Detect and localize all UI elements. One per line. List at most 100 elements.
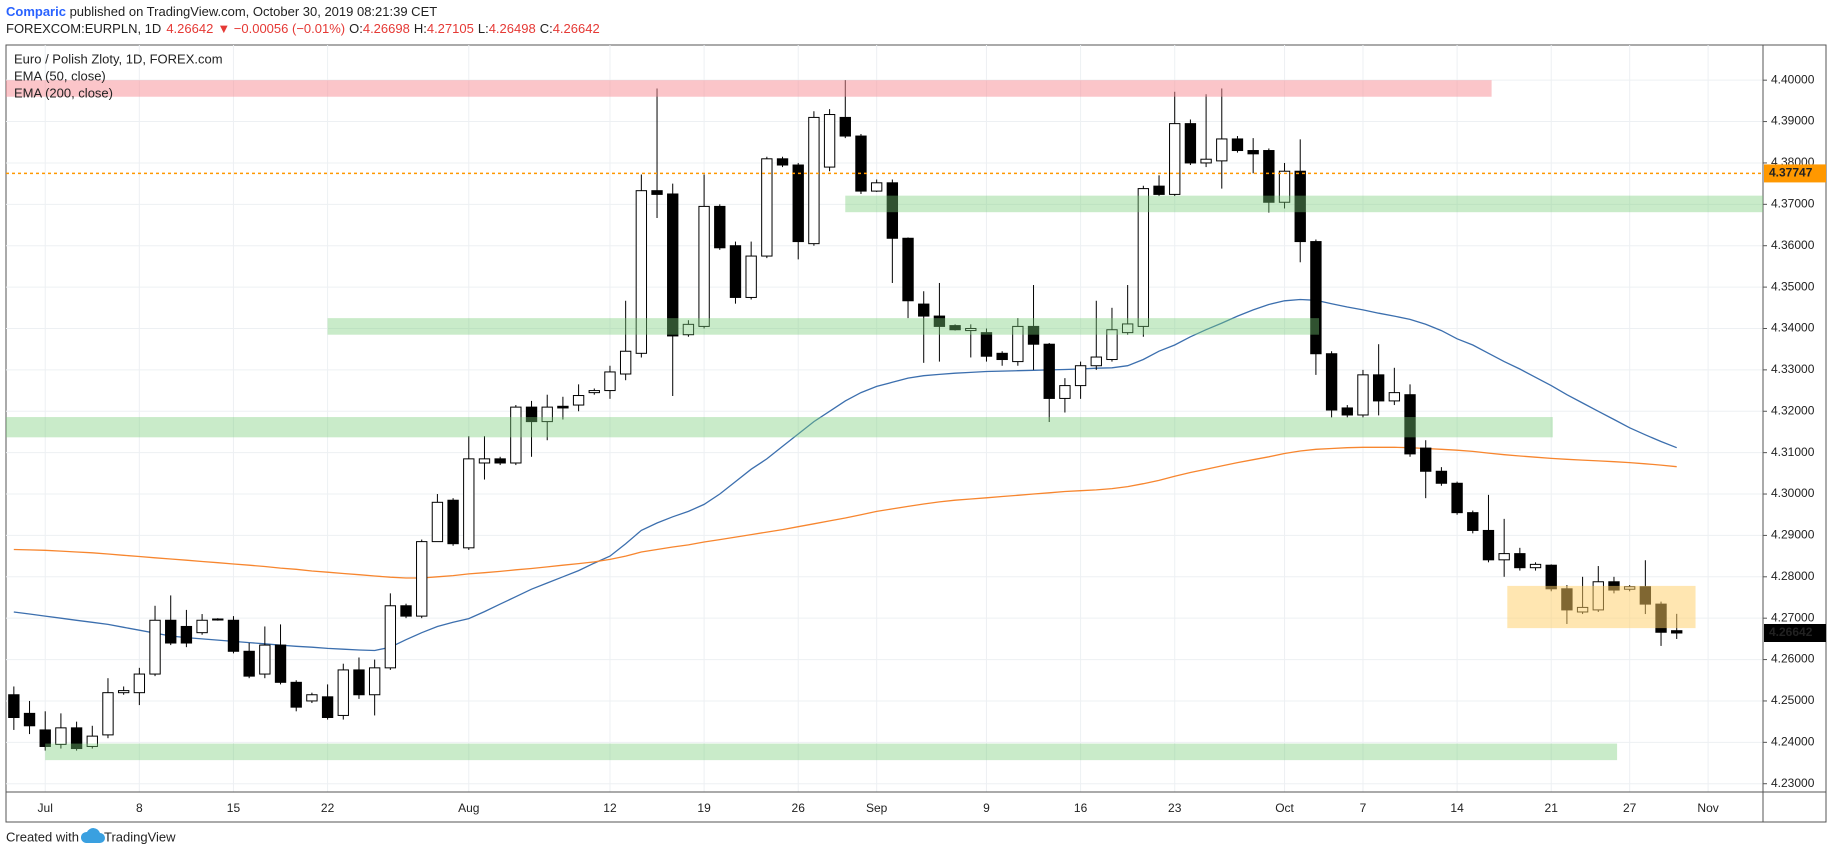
candle-body	[243, 650, 255, 677]
candle-body	[588, 390, 600, 394]
candle-body	[1027, 325, 1040, 345]
candle-body	[902, 237, 914, 302]
candle-body	[714, 205, 726, 249]
ohlc-label: C:	[540, 21, 553, 36]
change: ▼ −0.00056 (−0.01%)	[217, 21, 345, 36]
candle-body	[1498, 553, 1510, 561]
candle-body	[1451, 482, 1463, 514]
candle-body	[1514, 553, 1526, 569]
candle-body	[1357, 374, 1369, 416]
candle-body	[745, 255, 757, 298]
x-tick-label: Oct	[1275, 801, 1294, 815]
candle-body	[1216, 138, 1228, 162]
candle-body	[1153, 185, 1165, 195]
ema-line	[13, 446, 1677, 579]
x-tick-label: 26	[792, 801, 806, 815]
y-tick-label: 4.32000	[1771, 403, 1815, 417]
candle-body	[400, 605, 412, 617]
candle-body	[1121, 323, 1134, 334]
symbol: FOREXCOM:EURPLN, 1D	[6, 21, 161, 36]
candle-body	[274, 644, 287, 683]
y-tick-label: 4.33000	[1771, 362, 1815, 376]
candle-body	[1372, 374, 1385, 402]
candle-body	[1231, 138, 1244, 152]
candle-body	[980, 332, 993, 357]
y-tick-label: 4.34000	[1771, 321, 1815, 335]
candle-body	[1012, 325, 1024, 363]
x-tick-label: Sep	[866, 801, 888, 815]
y-tick-label: 4.31000	[1771, 445, 1815, 459]
candle-body	[117, 690, 130, 694]
published: published on TradingView.com, October 30…	[66, 4, 437, 19]
candle-body	[478, 458, 491, 464]
candle-body	[604, 371, 616, 392]
x-tick-label: 27	[1623, 801, 1637, 815]
candle-body	[1074, 365, 1087, 387]
candle-body	[431, 501, 444, 543]
candle-body	[761, 158, 773, 257]
candle-body	[133, 673, 146, 694]
candle-body	[1325, 353, 1338, 411]
zone	[327, 318, 1320, 335]
candle-body	[667, 193, 679, 337]
zone	[845, 195, 1763, 213]
x-tick-label: Jul	[38, 801, 53, 815]
candle-body	[290, 681, 302, 708]
ohlc-value: 4.26698	[363, 21, 410, 36]
footer-brand[interactable]: TradingView	[104, 829, 176, 844]
candle-body	[823, 114, 836, 168]
candle-body	[996, 352, 1008, 361]
candle-body	[1310, 241, 1322, 355]
candle-body	[635, 190, 648, 354]
candle-body	[808, 116, 820, 245]
x-tick-label: 19	[697, 801, 711, 815]
candle-body	[180, 625, 193, 644]
candle-body	[965, 327, 977, 332]
y-tick-label: 4.40000	[1771, 72, 1815, 86]
candle-body	[1671, 630, 1683, 634]
candle-body	[165, 619, 177, 644]
x-tick-label: 7	[1360, 801, 1367, 815]
candle-body	[463, 458, 475, 549]
candle-body	[306, 694, 318, 702]
x-tick-label: 23	[1168, 801, 1182, 815]
chart-title: Euro / Polish Zloty, 1D, FOREX.com	[14, 51, 223, 66]
candle-body	[525, 406, 538, 423]
candle-body	[368, 667, 381, 696]
candle-body	[1341, 407, 1353, 416]
candle-body	[494, 458, 506, 464]
ohlc-value: 4.27105	[427, 21, 474, 36]
candle-body	[416, 541, 428, 617]
y-tick-label: 4.28000	[1771, 569, 1815, 583]
candle-body	[1529, 563, 1542, 569]
x-tick-label: Nov	[1697, 801, 1718, 815]
candle-body	[1106, 329, 1118, 361]
y-tick-label: 4.29000	[1771, 528, 1815, 542]
candle-body	[1278, 170, 1291, 203]
candle-body	[619, 350, 632, 375]
author[interactable]: Comparic	[6, 4, 66, 19]
candle-body	[949, 325, 961, 331]
ohlc-value: 4.26642	[553, 21, 600, 36]
candle-body	[1388, 392, 1401, 402]
candle-body	[23, 712, 36, 727]
candle-body	[1043, 343, 1055, 399]
candle-body	[698, 205, 710, 327]
candle-body	[1467, 512, 1479, 531]
candle-body	[510, 406, 522, 464]
candle-body	[1059, 385, 1071, 399]
legend-entry: EMA (200, close)	[14, 85, 113, 100]
candle-body	[918, 303, 930, 317]
price: 4.26642	[166, 21, 213, 36]
y-tick-label: 4.26000	[1771, 652, 1815, 666]
candle-body	[886, 182, 899, 239]
candle-body	[1184, 123, 1197, 164]
header-line-2: FOREXCOM:EURPLN, 1D 4.26642 ▼ −0.00056 (−0…	[6, 21, 600, 36]
candle-body	[39, 729, 51, 747]
candle-body	[776, 158, 789, 166]
zone	[6, 417, 1553, 438]
candle-body	[855, 135, 867, 192]
logo	[80, 828, 105, 843]
candle-body	[8, 694, 20, 719]
